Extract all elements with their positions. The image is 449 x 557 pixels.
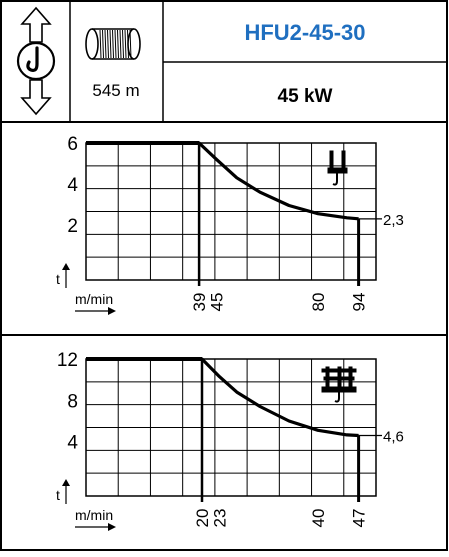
up-down-arrow-hook-icon [16, 6, 56, 116]
load-curve [86, 357, 359, 438]
plot-frame [85, 142, 377, 281]
x-tick-label: 47 [350, 509, 369, 528]
icon-post-right [348, 366, 353, 390]
icon-block [321, 386, 357, 393]
x-axis-label: m/min [75, 291, 113, 307]
x-tick-label: 23 [210, 509, 229, 528]
y-tick-label: 2 [67, 216, 78, 237]
x-tick-label: 20 [193, 509, 212, 528]
plot-frame [85, 358, 377, 497]
y-tick-label: 4 [67, 175, 78, 196]
drum-winding [102, 29, 104, 59]
end-value-label: 4,6 [383, 428, 404, 445]
drum-winding [117, 29, 119, 59]
y-axis-label: t [56, 487, 60, 503]
drum-winding [107, 29, 109, 59]
x-axis-arrow-head [108, 307, 116, 315]
icon-block [327, 167, 348, 174]
double-trolley-hoist-icon [321, 366, 357, 403]
drum-winding [114, 29, 117, 59]
model-title: HFU2-45-30 [244, 20, 365, 45]
y-tick-label: 4 [67, 433, 78, 454]
single-trolley-hoist-icon [327, 150, 348, 186]
x-tick-label: 45 [208, 293, 227, 312]
drum-winding [124, 29, 127, 59]
x-tick-label: 40 [309, 509, 328, 528]
drum-winding [129, 29, 132, 59]
drum-winding [109, 29, 112, 59]
power-label: 45 kW [278, 86, 333, 107]
drum-winding [99, 29, 102, 59]
end-value-label: 2,3 [383, 212, 404, 229]
x-tick-label: 80 [309, 293, 328, 312]
y-axis-arrow-head [62, 263, 70, 270]
y-tick-label: 8 [67, 391, 78, 412]
x-axis-label: m/min [75, 507, 113, 523]
drum-winding [112, 29, 114, 59]
x-tick-label: 39 [190, 293, 209, 312]
rope-length-label: 545 m [92, 81, 139, 100]
icon-hook [332, 173, 338, 186]
x-tick-label: 94 [350, 293, 369, 312]
rope-drum-icon [85, 28, 141, 60]
icon-post-left [325, 366, 330, 390]
drum-winding [119, 29, 122, 59]
icon-hook [334, 392, 340, 403]
icon-post-mid [337, 366, 342, 390]
y-tick-label: 6 [67, 134, 78, 155]
x-axis-arrow-head [108, 523, 116, 531]
y-axis-label: t [56, 271, 60, 287]
drum-winding [122, 29, 124, 59]
drum-winding [104, 29, 107, 59]
load-curve [86, 141, 359, 221]
y-axis-arrow-head [62, 479, 70, 486]
y-tick-label: 12 [57, 350, 78, 371]
drum-winding [127, 29, 129, 59]
